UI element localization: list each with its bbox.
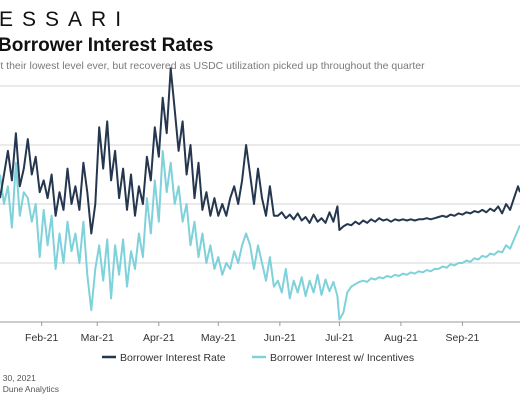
x-tick-label: Apr-21 — [143, 332, 175, 344]
legend-label-borrower-interest-w-incentives: Borrower Interest w/ Incentives — [270, 352, 414, 364]
footer-date-note: . 30, 2021 — [0, 373, 36, 383]
brand-logo: ESSARI — [0, 8, 131, 31]
series-lines — [0, 67, 520, 321]
chart-subtitle: it their lowest level ever, but recovere… — [0, 60, 425, 72]
series-line-borrower-interest-w-incentives — [0, 149, 520, 321]
x-axis: Feb-21 Mar-21 Apr-21 May-21 Jun-21 Jul-21 Aug-… — [0, 321, 520, 344]
gridlines — [0, 85, 520, 264]
footer-source-note: , Dune Analytics — [0, 384, 59, 394]
legend: Borrower Interest Rate Borrower Interest … — [102, 352, 414, 364]
x-tick-label: Jun-21 — [264, 332, 296, 344]
series-line-borrower-interest-rate — [0, 67, 520, 235]
x-tick-label: Mar-21 — [81, 332, 114, 344]
chart-footer: . 30, 2021 , Dune Analytics — [0, 373, 59, 395]
x-tick-label: Sep-21 — [446, 332, 480, 344]
legend-label-borrower-interest-rate: Borrower Interest Rate — [120, 352, 226, 364]
x-tick-label: Feb-21 — [25, 332, 58, 344]
chart-title: Borrower Interest Rates — [0, 35, 214, 56]
x-tick-label: Aug-21 — [384, 332, 418, 344]
x-tick-label: Jul-21 — [325, 332, 354, 344]
x-tick-label: May-21 — [201, 332, 236, 344]
